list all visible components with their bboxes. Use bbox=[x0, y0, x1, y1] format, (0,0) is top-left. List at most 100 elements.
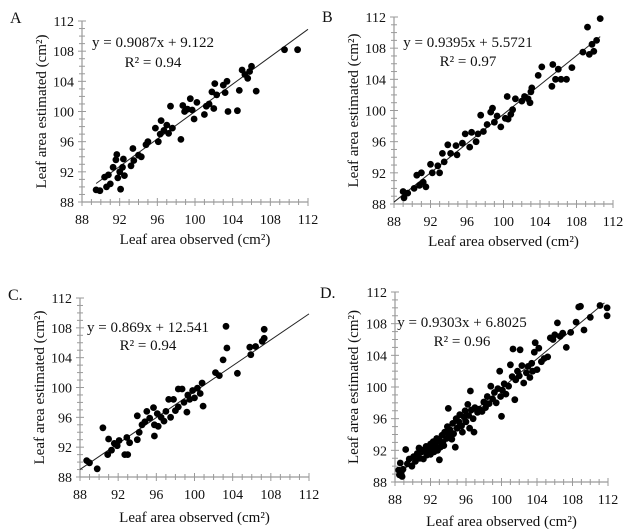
data-point bbox=[434, 162, 442, 170]
data-point bbox=[186, 95, 194, 103]
data-point bbox=[548, 82, 556, 90]
y-tick-label: 88 bbox=[372, 198, 386, 213]
r-squared-label: R² = 0.94 bbox=[125, 55, 182, 71]
data-point bbox=[113, 442, 121, 450]
data-point bbox=[480, 398, 488, 406]
data-point bbox=[213, 91, 221, 99]
x-tick-label: 100 bbox=[185, 213, 206, 228]
data-point bbox=[260, 325, 268, 333]
data-point bbox=[459, 428, 466, 436]
data-point bbox=[152, 124, 159, 132]
x-axis-title: Leaf area observed (cm²) bbox=[428, 234, 579, 250]
x-tick-label: 108 bbox=[562, 493, 583, 508]
data-point bbox=[105, 435, 112, 443]
x-tick-label: 88 bbox=[75, 213, 89, 228]
data-point bbox=[549, 61, 557, 68]
y-tick-label: 108 bbox=[51, 322, 72, 337]
data-point bbox=[466, 424, 473, 432]
data-point bbox=[596, 15, 604, 22]
data-point bbox=[450, 430, 457, 438]
data-point bbox=[483, 393, 491, 400]
panel-d: 88 92 96 100 104 108 112 88 92 96 100 104 108 112 D. y … bbox=[320, 285, 618, 530]
y-tick-label: 88 bbox=[373, 476, 387, 491]
data-point bbox=[487, 382, 495, 390]
y-tick-label: 88 bbox=[60, 196, 74, 211]
data-point bbox=[205, 100, 213, 108]
data-point bbox=[294, 46, 301, 54]
data-point bbox=[146, 414, 154, 422]
x-tick-label: 96 bbox=[149, 488, 163, 503]
data-point bbox=[150, 404, 157, 411]
data-point bbox=[496, 367, 504, 375]
data-point bbox=[167, 413, 175, 421]
data-point bbox=[108, 446, 115, 454]
data-point bbox=[552, 75, 559, 83]
data-point bbox=[124, 451, 132, 458]
data-point bbox=[551, 331, 559, 339]
data-point bbox=[193, 99, 201, 106]
data-point bbox=[177, 136, 185, 143]
y-tick-label: 100 bbox=[366, 381, 387, 396]
data-point bbox=[449, 420, 457, 427]
y-tick-label: 112 bbox=[367, 286, 387, 301]
data-point bbox=[221, 89, 229, 96]
panel-label: B bbox=[322, 9, 333, 26]
data-point bbox=[469, 415, 477, 423]
x-tick-label: 88 bbox=[388, 493, 402, 508]
x-tick-label: 92 bbox=[111, 488, 125, 503]
x-tick-label: 92 bbox=[424, 493, 438, 508]
panel-b: 88 92 96 100 104 108 112 88 92 96 100 104 108 112 By =… bbox=[322, 9, 623, 250]
data-point bbox=[93, 465, 101, 473]
data-point bbox=[106, 180, 114, 188]
x-tick-label: 100 bbox=[184, 488, 205, 503]
data-point bbox=[579, 48, 587, 56]
data-point bbox=[223, 344, 231, 352]
data-point bbox=[497, 123, 505, 131]
y-tick-label: 100 bbox=[365, 105, 386, 120]
data-point bbox=[211, 80, 219, 87]
data-point bbox=[530, 348, 538, 356]
x-tick-label: 88 bbox=[387, 215, 401, 230]
data-point bbox=[174, 403, 182, 411]
data-point bbox=[121, 172, 128, 180]
x-tick-label: 108 bbox=[260, 213, 281, 228]
data-point bbox=[141, 418, 149, 426]
panel-label: A bbox=[10, 10, 22, 27]
data-point bbox=[109, 163, 117, 171]
data-point bbox=[516, 346, 524, 354]
data-point bbox=[472, 138, 480, 146]
data-point bbox=[247, 351, 255, 359]
data-point bbox=[400, 194, 408, 202]
data-point bbox=[222, 322, 230, 330]
data-point bbox=[114, 174, 122, 182]
data-point bbox=[509, 345, 517, 353]
data-point bbox=[588, 40, 596, 48]
y-tick-label: 108 bbox=[366, 318, 387, 333]
data-point bbox=[404, 189, 412, 197]
data-point bbox=[502, 390, 510, 398]
x-tick-label: 108 bbox=[566, 215, 587, 230]
data-point bbox=[428, 169, 436, 177]
x-axis-title: Leaf area observed (cm²) bbox=[119, 510, 270, 526]
data-point bbox=[418, 169, 425, 177]
data-point bbox=[544, 353, 552, 361]
data-point bbox=[191, 394, 198, 402]
y-axis-title: Leaf area estimated (cm²) bbox=[32, 311, 48, 465]
y-tick-label: 104 bbox=[53, 75, 74, 90]
data-point bbox=[86, 459, 93, 467]
data-point bbox=[577, 302, 584, 310]
data-point bbox=[534, 72, 542, 79]
data-point bbox=[477, 111, 485, 119]
y-tick-label: 100 bbox=[53, 106, 74, 121]
y-tick-label: 96 bbox=[373, 413, 387, 428]
data-point bbox=[444, 405, 452, 412]
x-axis-title: Leaf area observed (cm²) bbox=[426, 514, 577, 530]
data-point bbox=[492, 399, 500, 407]
data-point bbox=[130, 157, 138, 164]
y-tick-label: 108 bbox=[53, 45, 74, 60]
data-point bbox=[163, 121, 171, 129]
data-point bbox=[470, 428, 478, 436]
data-point bbox=[528, 84, 536, 92]
data-point bbox=[133, 412, 141, 420]
